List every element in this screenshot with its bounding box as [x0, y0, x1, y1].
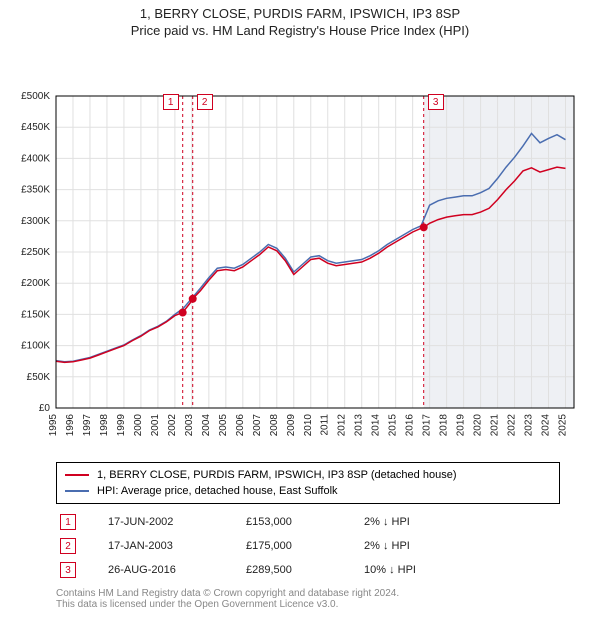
transaction-delta: 10% ↓ HPI — [360, 558, 560, 582]
chart-area: £0 £50K £100K £150K £200K £250K £300K £350K £400… — [0, 42, 600, 454]
y-tick-label: £150K — [21, 309, 50, 320]
x-tick-label: 2011 — [320, 414, 331, 436]
transaction-price: £175,000 — [242, 534, 360, 558]
title-line-2: Price paid vs. HM Land Registry's House … — [0, 23, 600, 38]
x-tick-label: 2010 — [303, 414, 314, 437]
x-tick-label: 2014 — [371, 414, 382, 437]
chart-svg: £0 £50K £100K £150K £200K £250K £300K £350K £400… — [0, 42, 600, 454]
marker-box-1: 1 — [163, 94, 179, 110]
y-tick-label: £450K — [21, 122, 50, 133]
transactions-table: 1 17-JUN-2002£153,0002% ↓ HPI 2 17-JAN-2003… — [56, 510, 560, 582]
y-tick-label: £250K — [21, 247, 50, 258]
transaction-index-box: 1 — [60, 514, 76, 530]
title-block: 1, BERRY CLOSE, PURDIS FARM, IPSWICH, IP… — [0, 0, 600, 38]
x-tick-label: 1999 — [116, 414, 127, 437]
y-tick-label: £0 — [39, 403, 51, 414]
marker-dot — [179, 309, 187, 317]
transaction-price: £289,500 — [242, 558, 360, 582]
x-tick-label: 1996 — [65, 414, 76, 437]
transaction-row: 2 17-JAN-2003£175,0002% ↓ HPI — [56, 534, 560, 558]
y-tick-label: £300K — [21, 216, 50, 227]
x-tick-label: 2018 — [439, 414, 450, 437]
x-tick-label: 2017 — [422, 414, 433, 437]
transaction-price: £153,000 — [242, 510, 360, 534]
x-tick-label: 2025 — [558, 414, 569, 437]
transaction-date: 26-AUG-2016 — [104, 558, 242, 582]
x-tick-label: 2021 — [490, 414, 501, 437]
marker-dot — [420, 223, 428, 231]
transaction-date: 17-JAN-2003 — [104, 534, 242, 558]
x-tick-label: 2015 — [388, 414, 399, 437]
legend-row: 1, BERRY CLOSE, PURDIS FARM, IPSWICH, IP… — [65, 467, 551, 483]
y-tick-label: £50K — [27, 372, 51, 383]
chart-container: 1, BERRY CLOSE, PURDIS FARM, IPSWICH, IP… — [0, 0, 600, 610]
transaction-delta: 2% ↓ HPI — [360, 534, 560, 558]
footer-line-2: This data is licensed under the Open Gov… — [56, 599, 560, 610]
x-tick-label: 2023 — [524, 414, 535, 437]
legend: 1, BERRY CLOSE, PURDIS FARM, IPSWICH, IP… — [56, 462, 560, 504]
x-tick-label: 2006 — [235, 414, 246, 437]
legend-row: HPI: Average price, detached house, East… — [65, 483, 551, 499]
x-tick-label: 1997 — [82, 414, 93, 437]
x-tick-label: 2005 — [218, 414, 229, 437]
transaction-index-box: 3 — [60, 562, 76, 578]
y-tick-label: £200K — [21, 278, 50, 289]
y-tick-label: £400K — [21, 153, 50, 164]
footer: Contains HM Land Registry data © Crown c… — [56, 588, 560, 610]
x-tick-label: 2019 — [456, 414, 467, 437]
y-tick-label: £350K — [21, 185, 50, 196]
x-tick-label: 2008 — [269, 414, 280, 437]
legend-label: HPI: Average price, detached house, East… — [97, 483, 338, 499]
x-tick-label: 2012 — [337, 414, 348, 437]
transaction-row: 1 17-JUN-2002£153,0002% ↓ HPI — [56, 510, 560, 534]
y-tick-label: £100K — [21, 341, 50, 352]
title-line-1: 1, BERRY CLOSE, PURDIS FARM, IPSWICH, IP… — [0, 6, 600, 21]
legend-swatch — [65, 490, 89, 492]
transaction-index-box: 2 — [60, 538, 76, 554]
x-tick-label: 2002 — [167, 414, 178, 437]
x-tick-label: 1995 — [48, 414, 59, 437]
x-tick-label: 2007 — [252, 414, 263, 437]
legend-label: 1, BERRY CLOSE, PURDIS FARM, IPSWICH, IP… — [97, 467, 456, 483]
x-tick-label: 2000 — [133, 414, 144, 437]
x-tick-label: 2013 — [354, 414, 365, 437]
legend-swatch — [65, 474, 89, 476]
x-tick-label: 2001 — [150, 414, 161, 437]
x-tick-label: 2024 — [541, 414, 552, 437]
marker-box-3: 3 — [428, 94, 444, 110]
x-tick-label: 2003 — [184, 414, 195, 437]
transaction-date: 17-JUN-2002 — [104, 510, 242, 534]
transaction-delta: 2% ↓ HPI — [360, 510, 560, 534]
marker-box-2: 2 — [197, 94, 213, 110]
transaction-row: 3 26-AUG-2016£289,50010% ↓ HPI — [56, 558, 560, 582]
x-tick-label: 1998 — [99, 414, 110, 437]
x-tick-label: 2009 — [286, 414, 297, 437]
x-tick-label: 2004 — [201, 414, 212, 437]
x-tick-label: 2016 — [405, 414, 416, 437]
y-tick-label: £500K — [21, 91, 50, 102]
marker-dot — [189, 295, 197, 303]
x-tick-label: 2020 — [473, 414, 484, 437]
x-tick-label: 2022 — [507, 414, 518, 437]
